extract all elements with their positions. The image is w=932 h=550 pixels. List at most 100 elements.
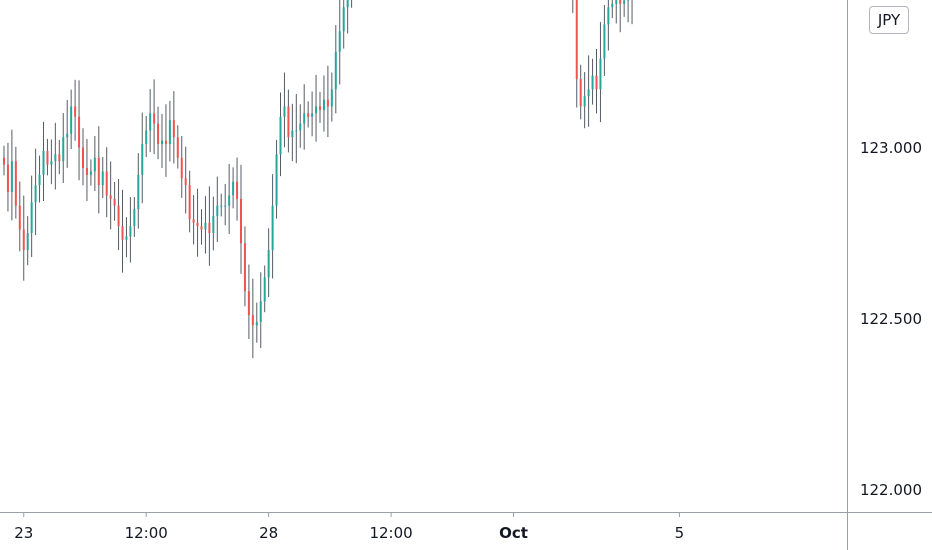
candle-body <box>259 301 262 322</box>
candle-body <box>97 157 100 186</box>
candle <box>228 163 231 235</box>
candle-body <box>141 144 144 175</box>
candle-body <box>66 133 69 138</box>
candle-body <box>22 229 25 251</box>
candle <box>50 139 53 185</box>
candle-body <box>54 154 57 162</box>
candle <box>6 142 9 212</box>
candle-body <box>334 51 337 90</box>
candle-body <box>232 181 235 196</box>
candle-body <box>137 174 140 210</box>
candle <box>212 196 215 251</box>
candle <box>161 114 163 169</box>
candle-body <box>603 24 606 59</box>
candle <box>3 145 5 176</box>
candle-body <box>303 113 306 124</box>
candle-body <box>62 137 65 162</box>
candle <box>101 157 104 199</box>
time-tick-label: 12:00 <box>125 524 168 542</box>
candle <box>572 0 574 14</box>
candle <box>259 272 262 349</box>
candle-body <box>263 277 266 302</box>
candle-body <box>89 171 92 175</box>
candle <box>204 196 207 254</box>
candle <box>240 164 242 274</box>
candle-body <box>251 315 254 326</box>
candle <box>611 0 614 19</box>
candle <box>10 129 13 221</box>
candle <box>78 80 81 181</box>
candle <box>279 92 282 177</box>
candle <box>82 128 84 186</box>
candle <box>70 89 73 149</box>
candle-body <box>243 243 246 292</box>
candle <box>255 302 258 343</box>
candle <box>291 103 294 162</box>
candle-body <box>172 120 175 138</box>
price-tick-label: 122.500 <box>860 310 922 328</box>
candle <box>311 91 314 137</box>
candle-body <box>50 161 53 165</box>
candle-body <box>133 209 136 227</box>
price-tick-label: 122.000 <box>860 481 922 499</box>
candle-body <box>240 198 242 244</box>
candle-body <box>46 150 49 165</box>
candle <box>137 153 140 229</box>
candle-body <box>145 130 148 145</box>
candle-body <box>157 123 160 145</box>
candle <box>38 155 41 203</box>
candle-body <box>6 164 9 192</box>
candle <box>34 148 37 235</box>
candle-body <box>78 116 81 148</box>
candle <box>42 121 45 202</box>
price-scale[interactable]: 124.500124.000123.500123.000122.500122.0… <box>860 0 922 499</box>
candle <box>216 176 219 243</box>
candle <box>121 189 124 273</box>
candle-body <box>342 7 345 32</box>
time-tick-label: Oct <box>499 524 528 542</box>
candles-layer <box>3 0 633 359</box>
candle <box>627 0 630 23</box>
candle <box>307 101 310 128</box>
candle <box>157 106 160 160</box>
candle-body <box>200 226 203 230</box>
candle <box>615 0 618 24</box>
time-scale[interactable]: 23 12:00 28 12:00 Oct 5 <box>14 513 684 542</box>
candle-body <box>279 116 282 155</box>
candle <box>591 58 594 105</box>
candle <box>89 159 92 186</box>
candle-body <box>117 205 120 227</box>
candle-body <box>26 233 29 251</box>
candle-body <box>196 222 199 227</box>
candle <box>109 161 112 230</box>
candle-body <box>299 123 302 131</box>
candle-body <box>168 120 171 145</box>
candle <box>74 79 77 141</box>
candle <box>97 126 100 214</box>
candle <box>299 104 302 148</box>
candle-body <box>212 215 215 233</box>
candle <box>180 136 183 198</box>
candle <box>303 84 306 150</box>
candle-body <box>330 89 333 107</box>
currency-button[interactable]: JPY <box>869 6 909 34</box>
candle <box>188 170 191 233</box>
candle-body <box>575 0 578 80</box>
candle-body <box>188 185 191 220</box>
candle-body <box>3 157 5 165</box>
candle <box>583 72 586 129</box>
candle-body <box>228 195 231 206</box>
candle-body <box>611 3 614 8</box>
candle-body <box>180 157 183 179</box>
time-tick-label: 23 <box>14 524 33 542</box>
candle-body <box>311 113 314 117</box>
candle <box>603 5 606 76</box>
candle <box>145 115 148 158</box>
candle <box>113 181 116 221</box>
candle-body <box>204 222 207 230</box>
candle-body <box>129 226 132 237</box>
time-tick-label: 12:00 <box>369 524 412 542</box>
candle <box>30 175 33 257</box>
candle-body <box>58 154 61 162</box>
